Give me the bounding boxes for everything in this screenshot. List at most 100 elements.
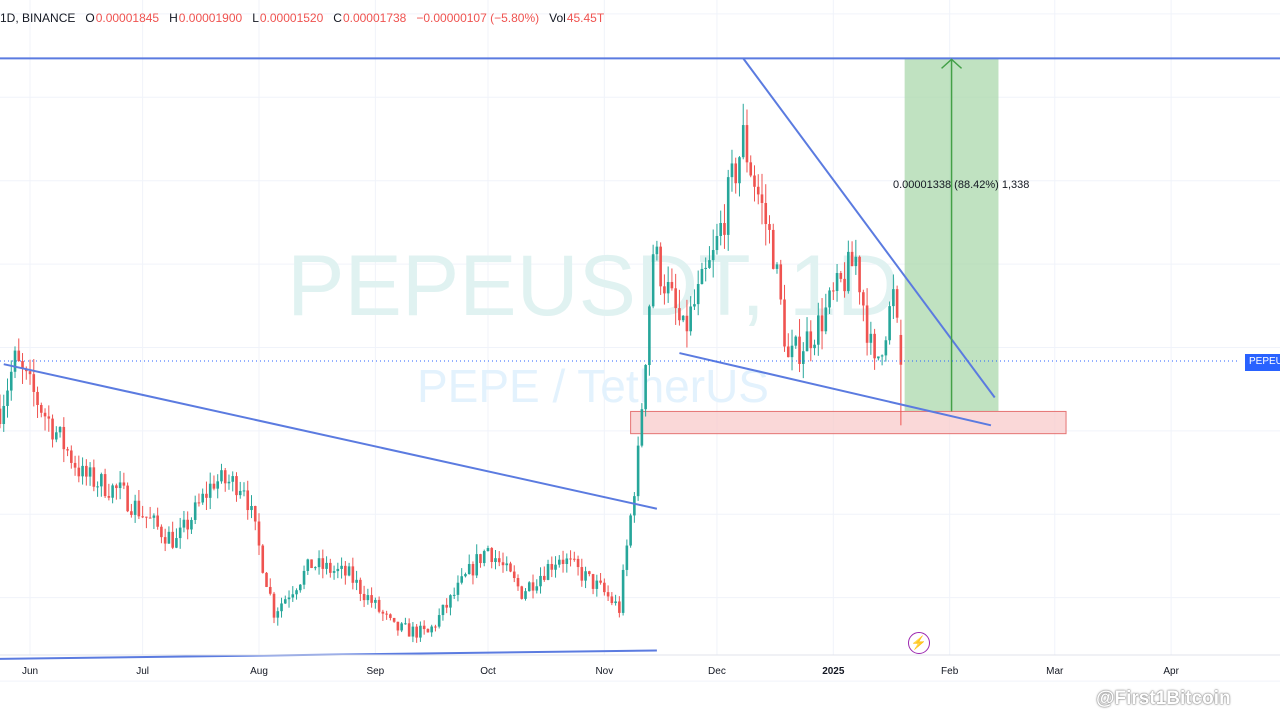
candle-body bbox=[869, 333, 873, 343]
x-tick-label: Nov bbox=[595, 666, 613, 677]
candle-body bbox=[310, 559, 313, 569]
candle-body bbox=[223, 470, 227, 484]
candle-body bbox=[88, 467, 92, 477]
candle-body bbox=[644, 365, 647, 410]
candle-body bbox=[437, 615, 441, 627]
candle-body bbox=[381, 611, 385, 614]
candle-body bbox=[430, 626, 433, 633]
social-watermark: @First1Bitcoin bbox=[1070, 688, 1231, 710]
candle-body bbox=[550, 564, 554, 570]
candle-body bbox=[584, 571, 587, 581]
candle-body bbox=[516, 578, 520, 587]
candle-body bbox=[685, 315, 689, 332]
candle-body bbox=[216, 481, 220, 489]
candle-body bbox=[32, 374, 36, 392]
candle-body bbox=[81, 465, 84, 477]
symbol-name-watermark: PEPE / TetherUS bbox=[417, 360, 769, 412]
candle-body bbox=[377, 599, 381, 612]
candle-body bbox=[535, 586, 539, 591]
candle-body bbox=[47, 416, 51, 419]
candle-body bbox=[220, 470, 223, 482]
candle-body bbox=[595, 580, 599, 589]
candle-body bbox=[231, 476, 235, 482]
candle-body bbox=[723, 223, 726, 235]
candle-body bbox=[569, 558, 572, 560]
candle-body bbox=[385, 613, 388, 615]
candle-body bbox=[764, 202, 768, 225]
descending-trendline bbox=[3, 363, 658, 510]
candle-body bbox=[253, 506, 257, 522]
candle-body bbox=[257, 521, 261, 546]
candle-body bbox=[329, 562, 332, 573]
candle-body bbox=[509, 563, 512, 572]
candle-body bbox=[332, 571, 336, 573]
candle-body bbox=[884, 340, 888, 356]
candle-body bbox=[370, 595, 373, 603]
candle-body bbox=[291, 594, 295, 598]
candle-body bbox=[261, 545, 265, 573]
candle-body bbox=[666, 282, 670, 294]
candle-body bbox=[43, 412, 47, 417]
candle-body bbox=[355, 579, 358, 583]
candle-body bbox=[655, 246, 659, 255]
candle-body bbox=[212, 483, 216, 489]
candle-body bbox=[242, 490, 246, 492]
candle-body bbox=[265, 572, 268, 587]
x-tick-label: Jun bbox=[22, 666, 38, 677]
candle-body bbox=[163, 537, 167, 544]
candle-body bbox=[321, 558, 325, 569]
candle-body bbox=[272, 593, 276, 618]
candle-body bbox=[648, 306, 651, 366]
candle-body bbox=[805, 331, 809, 352]
trend-lines[interactable] bbox=[0, 57, 1280, 660]
candle-body bbox=[295, 590, 298, 595]
candle-body bbox=[606, 592, 610, 597]
candle-body bbox=[17, 350, 21, 362]
candle-body bbox=[527, 582, 531, 592]
candle-body bbox=[813, 344, 816, 349]
candle-body bbox=[36, 391, 39, 406]
candle-body bbox=[873, 333, 876, 359]
candle-body bbox=[314, 567, 317, 569]
candle-body bbox=[715, 235, 719, 251]
candle-body bbox=[670, 282, 674, 289]
ohlc-close: C 0.00001738 bbox=[333, 11, 407, 25]
symbol-interval[interactable]: 1D, BINANCE bbox=[0, 11, 76, 25]
candle-body bbox=[70, 450, 73, 463]
candle-body bbox=[340, 565, 343, 569]
candle-body bbox=[790, 345, 794, 358]
candle-body bbox=[152, 515, 156, 518]
measure-arrow-head bbox=[941, 58, 963, 69]
candle-body bbox=[201, 493, 204, 503]
candle-body bbox=[58, 426, 62, 433]
candle-body bbox=[618, 601, 621, 613]
social-handle: @First1Bitcoin bbox=[1096, 688, 1231, 709]
candle-body bbox=[651, 254, 655, 307]
candle-body bbox=[862, 292, 865, 306]
candle-body bbox=[603, 582, 606, 593]
candle-body bbox=[794, 336, 798, 346]
candle-body bbox=[193, 502, 197, 520]
x-tick-label: Sep bbox=[366, 666, 384, 677]
candle-body bbox=[546, 564, 550, 580]
candle-body bbox=[2, 405, 6, 425]
candle-body bbox=[77, 467, 81, 477]
candle-body bbox=[625, 545, 629, 570]
candle-body bbox=[464, 574, 467, 577]
candle-body bbox=[186, 519, 189, 530]
candle-body bbox=[730, 163, 734, 178]
lightning-icon[interactable]: ⚡ bbox=[908, 632, 930, 654]
candle-body bbox=[445, 604, 448, 608]
candle-body bbox=[404, 623, 407, 625]
x-tick-label: Dec bbox=[708, 666, 726, 677]
candle-body bbox=[591, 574, 595, 589]
candle-body bbox=[407, 623, 411, 637]
price-change: −0.00000107 (−5.80%) bbox=[416, 11, 540, 25]
candle-body bbox=[899, 334, 903, 365]
candle-body bbox=[456, 582, 460, 595]
candle-body bbox=[865, 305, 869, 343]
candle-body bbox=[190, 519, 193, 530]
candle-body bbox=[505, 563, 509, 566]
candle-body bbox=[599, 580, 602, 583]
